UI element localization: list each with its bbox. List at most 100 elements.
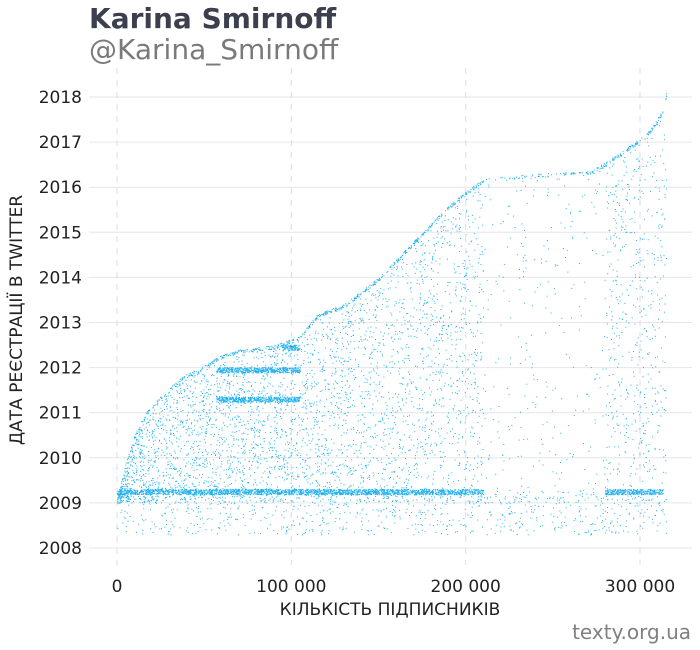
scatter-point: [195, 488, 197, 490]
scatter-point: [419, 264, 421, 266]
scatter-point: [348, 321, 350, 323]
scatter-point: [551, 227, 552, 229]
scatter-point: [302, 471, 304, 473]
scatter-point: [603, 165, 605, 167]
scatter-point: [457, 380, 459, 382]
scatter-point: [526, 511, 528, 513]
scatter-point: [612, 187, 614, 189]
scatter-point: [638, 161, 640, 163]
scatter-point: [594, 378, 596, 380]
scatter-point: [319, 484, 321, 486]
scatter-point: [277, 533, 278, 535]
scatter-point: [562, 248, 564, 249]
scatter-point: [590, 534, 592, 536]
scatter-point: [466, 274, 467, 276]
scatter-point: [432, 259, 434, 261]
scatter-point: [608, 203, 610, 205]
scatter-point: [406, 383, 408, 385]
scatter-point: [525, 185, 526, 187]
scatter-point: [120, 496, 122, 498]
scatter-point: [434, 310, 436, 312]
scatter-point: [318, 438, 320, 440]
scatter-point: [301, 418, 303, 420]
scatter-point: [127, 462, 129, 464]
scatter-point: [419, 271, 421, 273]
scatter-point: [272, 385, 274, 387]
scatter-point: [646, 470, 648, 472]
scatter-point: [181, 422, 183, 423]
scatter-point: [194, 375, 196, 377]
scatter-point: [345, 303, 347, 305]
scatter-point: [512, 530, 514, 532]
scatter-point: [578, 306, 580, 308]
scatter-point: [557, 264, 559, 266]
scatter-point: [391, 336, 393, 338]
scatter-point: [151, 466, 153, 468]
scatter-point: [340, 374, 342, 376]
scatter-point: [333, 416, 335, 418]
scatter-point: [225, 369, 227, 371]
scatter-point: [408, 246, 410, 248]
scatter-point: [275, 371, 277, 373]
scatter-point: [479, 442, 481, 444]
scatter-point: [154, 409, 156, 411]
scatter-point: [204, 376, 206, 378]
scatter-point: [347, 312, 349, 314]
scatter-point: [455, 531, 456, 533]
scatter-point: [330, 310, 332, 312]
scatter-point: [346, 380, 348, 382]
scatter-point: [607, 273, 609, 275]
scatter-point: [260, 533, 262, 534]
scatter-point: [376, 509, 378, 511]
scatter-point: [661, 225, 663, 227]
scatter-point: [490, 511, 491, 513]
scatter-point: [282, 366, 284, 368]
scatter-point: [141, 450, 143, 452]
scatter-point: [662, 493, 664, 495]
scatter-point: [656, 403, 658, 405]
scatter-point: [126, 473, 128, 475]
scatter-point: [268, 348, 270, 350]
scatter-point: [628, 322, 630, 324]
scatter-point: [302, 428, 304, 430]
scatter-point: [145, 485, 147, 487]
scatter-point: [568, 203, 570, 205]
scatter-point: [193, 370, 195, 372]
scatter-point: [635, 306, 637, 308]
scatter-point: [199, 464, 201, 466]
scatter-point: [657, 425, 659, 427]
scatter-point: [236, 518, 238, 520]
scatter-point: [228, 354, 230, 356]
scatter-point: [255, 348, 257, 350]
scatter-point: [426, 378, 428, 380]
scatter-point: [262, 361, 264, 363]
scatter-point: [656, 411, 658, 413]
scatter-point: [148, 467, 150, 469]
scatter-point: [225, 354, 227, 356]
scatter-point: [172, 508, 174, 510]
scatter-point: [482, 526, 483, 528]
scatter-point: [347, 466, 348, 468]
scatter-point: [591, 533, 592, 535]
scatter-point: [407, 415, 408, 417]
scatter-point: [140, 429, 142, 431]
scatter-point: [651, 290, 653, 292]
scatter-point: [236, 438, 238, 440]
scatter-point: [655, 357, 656, 359]
scatter-point: [234, 394, 236, 396]
scatter-point: [533, 465, 534, 467]
scatter-point: [165, 394, 167, 396]
scatter-point: [229, 524, 231, 526]
scatter-point: [449, 293, 451, 295]
scatter-point: [123, 488, 125, 490]
scatter-point: [375, 395, 377, 397]
scatter-point: [155, 526, 157, 528]
scatter-point: [181, 420, 182, 422]
scatter-point: [619, 237, 621, 239]
scatter-point: [638, 447, 640, 449]
scatter-point: [365, 289, 367, 291]
scatter-point: [516, 254, 518, 256]
scatter-point: [479, 200, 481, 202]
scatter-point: [315, 318, 317, 320]
scatter-point: [316, 480, 317, 482]
